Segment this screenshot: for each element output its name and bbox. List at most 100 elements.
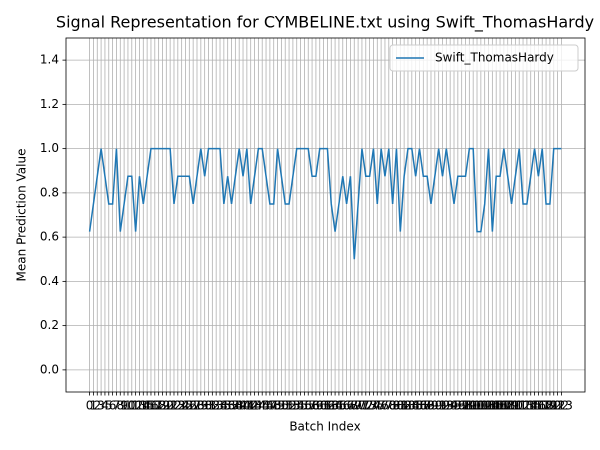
x-tick-label: 81: [393, 399, 408, 413]
x-tick-label: 57: [301, 399, 316, 413]
x-tick-label: 103: [473, 399, 496, 413]
x-tick-label: 39: [232, 399, 247, 413]
x-tick-label: 28: [189, 399, 204, 413]
y-tick-label: 1.0: [40, 141, 59, 155]
x-tick-label: 79: [385, 399, 400, 413]
x-tick-label: 89: [423, 399, 438, 413]
x-tick-label: 54: [289, 399, 304, 413]
x-tick-label: 9: [120, 399, 128, 413]
x-tick-label: 61: [316, 399, 331, 413]
y-tick-label: 0.2: [40, 318, 59, 332]
x-tick-label: 82: [396, 399, 411, 413]
x-tick-label: 113: [512, 399, 535, 413]
x-tick-label: 22: [166, 399, 181, 413]
x-tick-label: 24: [174, 399, 189, 413]
x-tick-label: 3: [97, 399, 105, 413]
x-tick-label: 121: [542, 399, 565, 413]
y-tick-label: 1.4: [40, 53, 59, 67]
x-tick-label: 34: [212, 399, 227, 413]
x-tick-label: 16: [143, 399, 158, 413]
x-tick-label: 93: [439, 399, 454, 413]
x-tick-label: 120: [538, 399, 561, 413]
chart-title: Signal Representation for CYMBELINE.txt …: [56, 13, 594, 33]
x-tick-label: 76: [373, 399, 388, 413]
x-tick-label: 92: [435, 399, 450, 413]
x-tick-label: 66: [335, 399, 350, 413]
x-tick-label: 72: [358, 399, 373, 413]
x-tick-label: 98: [458, 399, 473, 413]
x-tick-label: 122: [546, 399, 569, 413]
x-tick-label: 114: [515, 399, 538, 413]
x-tick-label: 43: [247, 399, 262, 413]
x-tick-label: 4: [101, 399, 109, 413]
x-tick-label: 95: [446, 399, 461, 413]
x-tick-label: 63: [324, 399, 339, 413]
x-tick-label: 58: [304, 399, 319, 413]
x-tick-label: 90: [427, 399, 442, 413]
x-tick-label: 30: [197, 399, 212, 413]
x-tick-label: 55: [293, 399, 308, 413]
x-tick-label: 44: [251, 399, 266, 413]
x-tick-label: 5: [105, 399, 113, 413]
x-tick-label: 107: [489, 399, 512, 413]
x-tick-label: 119: [535, 399, 558, 413]
x-tick-label: 94: [443, 399, 458, 413]
x-tick-label: 70: [350, 399, 365, 413]
x-tick-label: 35: [216, 399, 231, 413]
x-tick-label: 78: [381, 399, 396, 413]
x-tick-label: 2: [93, 399, 101, 413]
x-tick-label: 46: [258, 399, 273, 413]
x-tick-label: 19: [155, 399, 170, 413]
x-tick-label: 108: [492, 399, 515, 413]
x-tick-label: 115: [519, 399, 542, 413]
data-line: [88, 147, 562, 260]
x-tick-label: 26: [182, 399, 197, 413]
x-tick-label: 80: [389, 399, 404, 413]
x-tick-label: 31: [201, 399, 216, 413]
x-tick-label: 50: [274, 399, 289, 413]
x-tick-label: 83: [400, 399, 415, 413]
x-tick-label: 7: [113, 399, 121, 413]
x-tick-label: 17: [147, 399, 162, 413]
x-tick-label: 47: [262, 399, 277, 413]
x-tick-label: 73: [362, 399, 377, 413]
x-tick-label: 27: [186, 399, 201, 413]
x-tick-label: 97: [454, 399, 469, 413]
x-tick-label: 21: [163, 399, 178, 413]
x-tick-label: 52: [281, 399, 296, 413]
x-tick-label: 59: [308, 399, 323, 413]
x-tick-label: 99: [462, 399, 477, 413]
x-tick-label: 62: [320, 399, 335, 413]
x-tick-label: 10: [120, 399, 135, 413]
axes-frame: [65, 37, 586, 393]
legend-box: [389, 44, 579, 72]
x-tick-label: 51: [278, 399, 293, 413]
x-tick-label: 18: [151, 399, 166, 413]
x-axis-label: Batch Index: [289, 420, 360, 434]
x-tick-label: 32: [205, 399, 220, 413]
x-tick-label: 67: [339, 399, 354, 413]
x-tick-label: 8: [116, 399, 124, 413]
x-tick-label: 100: [462, 399, 485, 413]
x-tick-label: 45: [255, 399, 270, 413]
x-tick-label: 56: [297, 399, 312, 413]
x-tick-label: 37: [224, 399, 239, 413]
x-tick-label: 40: [235, 399, 250, 413]
x-tick-label: 102: [469, 399, 492, 413]
y-axis-label: Mean Prediction Value: [15, 149, 29, 282]
x-tick-label: 84: [404, 399, 419, 413]
x-tick-label: 68: [343, 399, 358, 413]
x-tick-label: 65: [331, 399, 346, 413]
x-tick-label: 112: [508, 399, 531, 413]
x-tick-label: 109: [496, 399, 519, 413]
x-tick-label: 123: [550, 399, 573, 413]
x-tick-label: 111: [504, 399, 527, 413]
x-tick-label: 14: [136, 399, 151, 413]
x-tick-label: 23: [170, 399, 185, 413]
x-tick-label: 12: [128, 399, 143, 413]
x-tick-label: 15: [139, 399, 154, 413]
x-tick-label: 64: [327, 399, 342, 413]
y-tick-label: 0.8: [40, 185, 59, 199]
x-tick-label: 42: [243, 399, 258, 413]
